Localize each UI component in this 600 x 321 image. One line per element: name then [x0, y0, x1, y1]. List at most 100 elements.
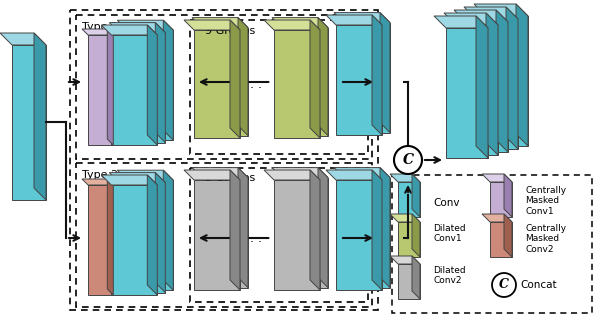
Polygon shape [336, 180, 382, 290]
Polygon shape [184, 170, 240, 180]
Text: Dilated
Conv2: Dilated Conv2 [433, 266, 466, 285]
Polygon shape [504, 214, 512, 257]
Bar [190, 20, 368, 154]
Text: 9 Groups: 9 Groups [205, 173, 255, 183]
Polygon shape [192, 168, 248, 178]
Polygon shape [274, 30, 320, 138]
Polygon shape [274, 180, 320, 290]
Polygon shape [476, 19, 518, 149]
Polygon shape [390, 174, 420, 182]
Polygon shape [446, 28, 488, 158]
Polygon shape [444, 13, 498, 25]
Polygon shape [107, 29, 113, 145]
Text: Centrally
Masked
Conv2: Centrally Masked Conv2 [525, 224, 566, 254]
Bar [76, 163, 372, 307]
Text: Concat: Concat [520, 280, 557, 290]
Polygon shape [230, 170, 240, 290]
Polygon shape [456, 25, 498, 155]
Polygon shape [334, 168, 390, 178]
Polygon shape [334, 13, 390, 22]
Text: C: C [403, 153, 413, 167]
Polygon shape [474, 4, 528, 16]
Polygon shape [398, 182, 420, 217]
Polygon shape [336, 25, 382, 135]
Bar [76, 15, 372, 159]
Circle shape [394, 146, 422, 174]
Polygon shape [516, 4, 528, 146]
Polygon shape [88, 185, 113, 295]
Polygon shape [506, 7, 518, 149]
Polygon shape [238, 18, 248, 135]
Polygon shape [163, 170, 173, 290]
Polygon shape [344, 178, 390, 288]
Polygon shape [372, 170, 382, 290]
Polygon shape [398, 222, 420, 257]
Text: Dilated
Conv1: Dilated Conv1 [433, 224, 466, 243]
Polygon shape [272, 168, 328, 178]
Polygon shape [398, 264, 420, 299]
Polygon shape [101, 175, 157, 185]
Polygon shape [155, 22, 166, 143]
Polygon shape [119, 183, 166, 293]
Text: Type 2: Type 2 [82, 170, 118, 180]
Polygon shape [434, 16, 488, 28]
Polygon shape [184, 20, 240, 30]
Polygon shape [118, 170, 173, 180]
Bar [190, 168, 368, 302]
Polygon shape [107, 179, 113, 295]
Polygon shape [112, 185, 157, 295]
Bar [392, 175, 592, 313]
Polygon shape [466, 22, 508, 152]
Polygon shape [194, 30, 240, 138]
Polygon shape [490, 222, 512, 257]
Polygon shape [194, 180, 240, 290]
Polygon shape [82, 179, 113, 185]
Polygon shape [163, 20, 173, 140]
Polygon shape [109, 173, 166, 183]
Polygon shape [310, 20, 320, 138]
Polygon shape [112, 35, 157, 145]
Text: Conv: Conv [433, 198, 460, 208]
Polygon shape [318, 18, 328, 135]
Polygon shape [486, 16, 528, 146]
Polygon shape [101, 25, 157, 35]
Polygon shape [192, 18, 248, 28]
Polygon shape [202, 178, 248, 288]
Polygon shape [272, 18, 328, 28]
Polygon shape [412, 214, 420, 257]
Text: Type 1: Type 1 [82, 22, 118, 32]
Polygon shape [490, 182, 512, 217]
Polygon shape [264, 20, 320, 30]
Polygon shape [127, 30, 173, 140]
Polygon shape [412, 256, 420, 299]
Polygon shape [119, 33, 166, 143]
Polygon shape [482, 174, 512, 182]
Polygon shape [127, 180, 173, 290]
Polygon shape [496, 10, 508, 152]
Polygon shape [486, 13, 498, 155]
Text: . .: . . [250, 79, 262, 91]
Polygon shape [230, 20, 240, 138]
Polygon shape [12, 45, 46, 200]
Polygon shape [372, 15, 382, 135]
Polygon shape [118, 20, 173, 30]
Polygon shape [344, 22, 390, 133]
Polygon shape [34, 33, 46, 200]
Polygon shape [109, 22, 166, 33]
Polygon shape [390, 214, 420, 222]
Polygon shape [476, 16, 488, 158]
Polygon shape [504, 174, 512, 217]
Polygon shape [482, 214, 512, 222]
Polygon shape [310, 170, 320, 290]
Text: . .: . . [250, 231, 262, 245]
Circle shape [492, 273, 516, 297]
Bar [70, 10, 378, 310]
Polygon shape [318, 168, 328, 288]
Text: Centrally
Masked
Conv1: Centrally Masked Conv1 [525, 186, 566, 216]
Polygon shape [148, 175, 157, 295]
Polygon shape [454, 10, 508, 22]
Polygon shape [264, 170, 320, 180]
Polygon shape [412, 174, 420, 217]
Polygon shape [326, 170, 382, 180]
Polygon shape [326, 15, 382, 25]
